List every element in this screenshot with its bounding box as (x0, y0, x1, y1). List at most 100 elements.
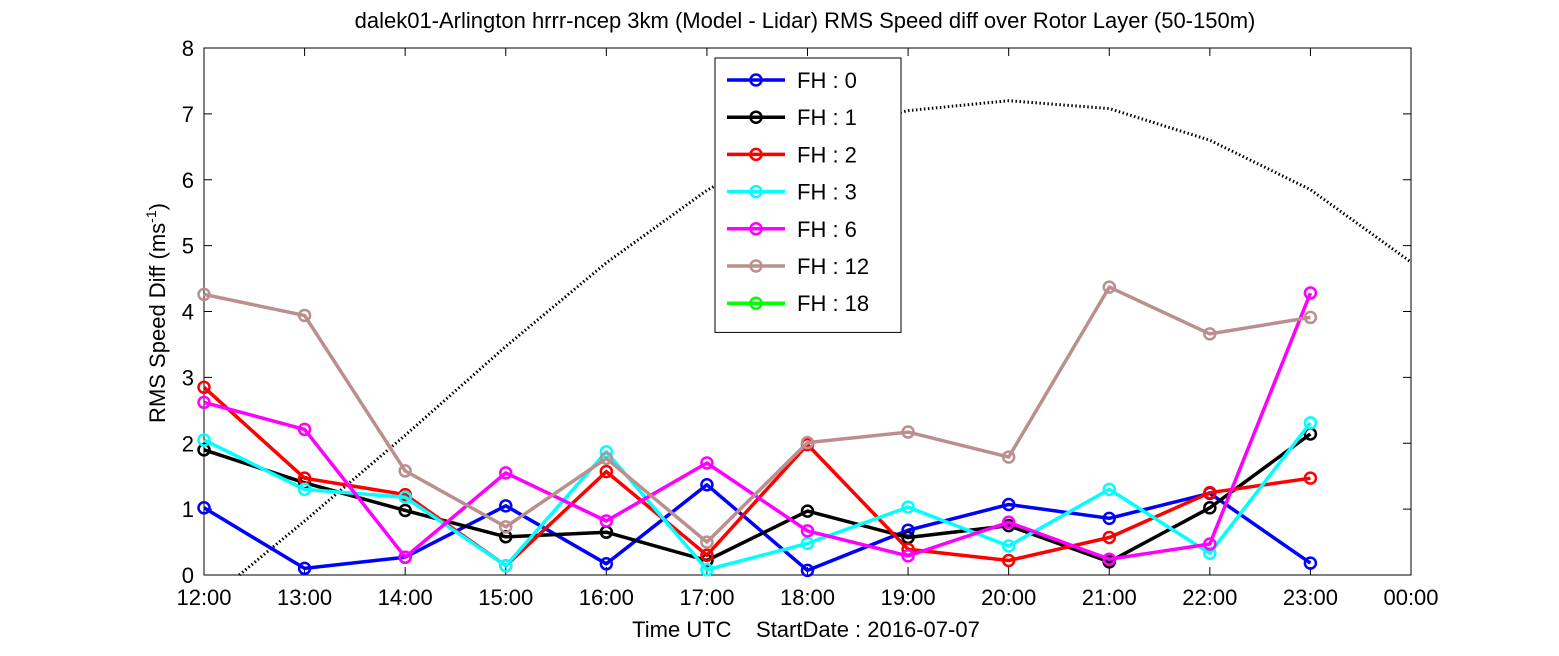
data-point (1203, 537, 1217, 551)
data-point (297, 561, 312, 576)
x-tick-label: 18:00 (780, 585, 835, 610)
data-point (599, 464, 614, 479)
y-tick-label: 6 (182, 168, 194, 193)
data-point (197, 501, 211, 515)
data-point (297, 422, 312, 437)
x-tick-label: 22:00 (1182, 585, 1237, 610)
legend-marker (749, 222, 763, 236)
data-point (800, 536, 815, 551)
legend-box (714, 57, 902, 333)
data-point (197, 433, 211, 447)
legend-label: FH : 0 (797, 68, 857, 93)
data-point (499, 520, 513, 534)
y-axis-label-main: RMS Speed Diff (ms (145, 223, 170, 423)
data-point (1303, 471, 1318, 485)
data-point (901, 549, 915, 563)
series-line (203, 483, 1312, 573)
y-tick-label: 7 (182, 102, 194, 127)
data-point (499, 559, 513, 573)
x-tick-label: 21:00 (1082, 585, 1137, 610)
legend-marker (749, 296, 763, 310)
y-axis-label-superscript: -1 (143, 210, 159, 223)
data-point (700, 535, 714, 549)
legend: FH : 0 FH : 1 FH : 2 FH : 3 FH : 6 FH : 12 FH … (714, 57, 902, 333)
series-line (202, 386, 1311, 568)
x-tick-label: 15:00 (478, 585, 533, 610)
data-point (700, 548, 714, 562)
x-tick-label: 12:00 (176, 585, 231, 610)
x-tick-label: 13:00 (277, 585, 332, 610)
data-point (1001, 515, 1016, 530)
data-point (1102, 511, 1116, 526)
data-point (1303, 556, 1318, 570)
data-point (1203, 546, 1217, 561)
data-point (499, 499, 513, 513)
data-point (1001, 497, 1016, 512)
series-line (203, 285, 1311, 544)
x-tick-label: 16:00 (579, 585, 634, 610)
data-point (1102, 530, 1116, 545)
x-tick-label: 20:00 (981, 585, 1036, 610)
data-point (1001, 450, 1016, 464)
data-point (499, 466, 513, 480)
x-tick-label: 19:00 (881, 585, 936, 610)
data-point (599, 557, 614, 571)
chart-title: dalek01-Arlington hrrr-ncep 3km (Model -… (355, 8, 1256, 33)
data-point (800, 563, 815, 578)
data-point (398, 464, 412, 478)
data-point (599, 514, 614, 528)
data-point (398, 503, 412, 518)
series-line (203, 292, 1313, 561)
data-point (800, 524, 815, 538)
x-tick-label: 00:00 (1383, 585, 1438, 610)
data-point (700, 478, 714, 492)
data-point (1001, 539, 1016, 553)
data-point (1303, 416, 1318, 430)
data-point (1102, 552, 1116, 566)
data-point (1303, 286, 1318, 300)
data-point (700, 456, 714, 470)
data-point (197, 395, 211, 410)
data-point (1203, 501, 1217, 515)
y-axis-label: RMS Speed Diff (ms-1) (143, 203, 170, 423)
data-point (398, 550, 412, 564)
data-point (1001, 553, 1016, 568)
y-tick-label: 5 (182, 234, 194, 259)
legend-label: FH : 6 (797, 217, 857, 242)
y-tick-label: 3 (182, 365, 194, 390)
legend-label: FH : 2 (797, 142, 857, 167)
data-point (1102, 280, 1116, 294)
data-point (197, 380, 211, 395)
x-tick-label: 14:00 (378, 585, 433, 610)
legend-marker (749, 259, 763, 273)
y-tick-label: 1 (182, 497, 194, 522)
data-point (398, 490, 412, 505)
data-point (1102, 482, 1116, 497)
data-point (1303, 310, 1318, 325)
y-axis-label-close: ) (145, 203, 170, 210)
data-point (1203, 327, 1217, 341)
data-point (800, 504, 815, 518)
data-point (297, 482, 312, 497)
data-point (1203, 485, 1217, 500)
legend-marker (749, 184, 763, 199)
legend-label: FH : 3 (797, 180, 857, 205)
y-tick-label: 4 (182, 300, 194, 325)
data-point (901, 500, 915, 514)
legend-marker (749, 110, 763, 124)
data-point (297, 308, 312, 323)
data-point (901, 425, 915, 439)
legend-marker (749, 73, 763, 87)
data-point (700, 562, 714, 577)
series-line (203, 432, 1312, 564)
data-point (197, 287, 211, 302)
x-tick-label: 17:00 (679, 585, 734, 610)
series-line (203, 421, 1312, 572)
legend-label: FH : 18 (797, 291, 869, 316)
y-tick-label: 0 (182, 563, 194, 588)
legend-label: FH : 12 (797, 254, 869, 279)
data-point (800, 435, 815, 450)
x-axis-label: Time UTC StartDate : 2016-07-07 (632, 617, 980, 642)
y-tick-label: 2 (182, 431, 194, 456)
